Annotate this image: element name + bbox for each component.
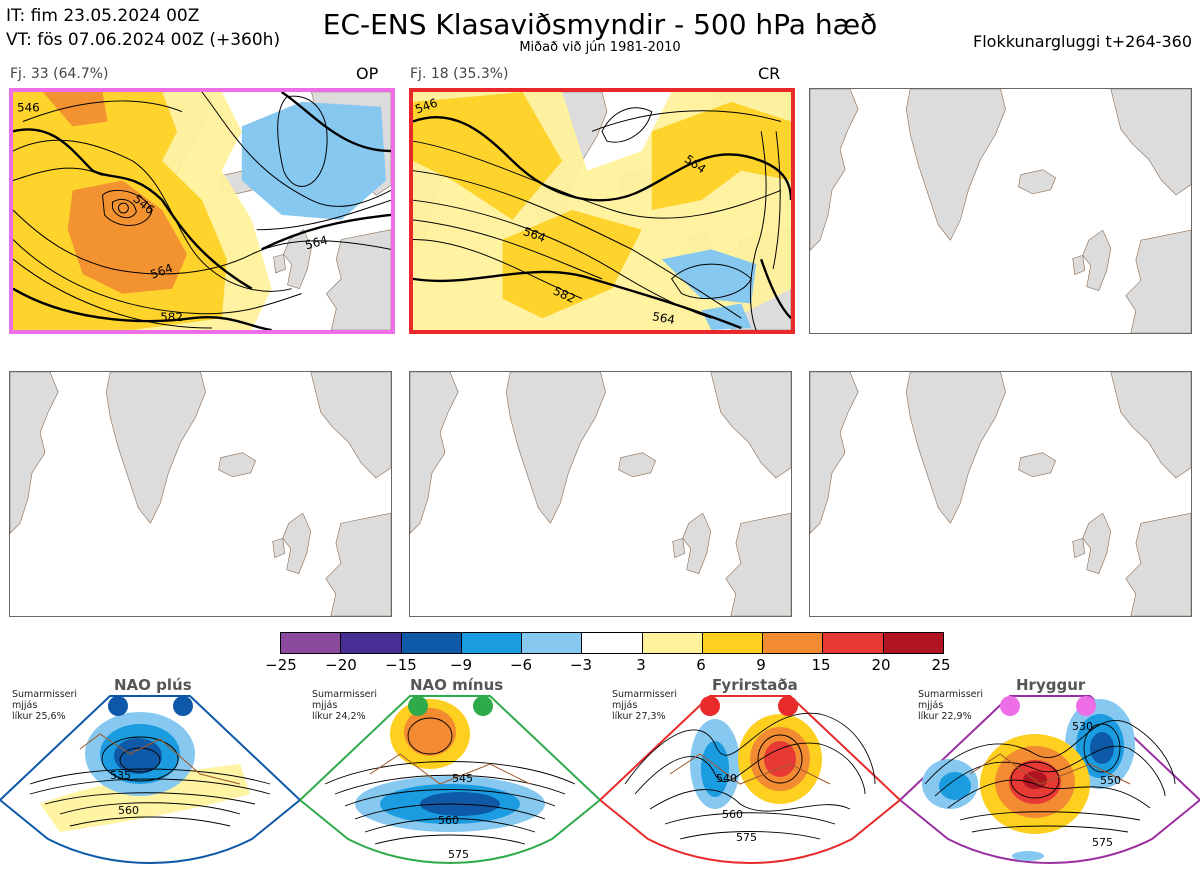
- colorbar: [280, 632, 944, 654]
- regime-marker-dot: [700, 696, 720, 716]
- regime-marker-dot: [173, 696, 193, 716]
- colorbar-segment: [461, 633, 523, 653]
- cluster-panel-6: [809, 371, 1192, 617]
- contour-label: 564: [651, 309, 676, 327]
- contour-label: 564: [304, 233, 330, 252]
- regime-info: Sumarmisseri mjjás líkur 24,2%: [312, 689, 378, 722]
- cluster-panel-3: [809, 88, 1192, 334]
- regime-nao-minus: 545 560 575 NAO mínus Sumarmisseri mjjás…: [298, 674, 602, 871]
- regime-marker-dot: [778, 696, 798, 716]
- colorbar-segment: [522, 633, 583, 653]
- regime-title: NAO plús: [114, 676, 192, 694]
- chart-subtitle: Miðað við jún 1981-2010: [519, 40, 681, 55]
- regime-contour-label: 530: [1072, 720, 1093, 733]
- regime-marker-dot: [473, 696, 493, 716]
- regime-marker-dot: [408, 696, 428, 716]
- colorbar-tick-label: −25: [265, 656, 297, 674]
- regime-info: Sumarmisseri mjjás líkur 25,6%: [12, 689, 78, 722]
- colorbar-tick-label: 3: [636, 656, 646, 674]
- regime-blocking: 540 560 575 Fyrirstaða Sumarmisseri mjjá…: [598, 674, 902, 871]
- colorbar-segment: [582, 633, 643, 653]
- cluster-tag-2: CR: [758, 64, 781, 83]
- valid-time: VT: fös 07.06.2024 00Z (+360h): [6, 30, 281, 50]
- colorbar-tick-label: 25: [931, 656, 951, 674]
- header-dates: IT: fim 23.05.2024 00Z VT: fös 07.06.202…: [6, 4, 280, 52]
- colorbar-segment: [281, 633, 342, 653]
- regime-contour-label: 560: [438, 814, 459, 827]
- contour-label: 546: [17, 101, 40, 115]
- regime-marker-dot: [1000, 696, 1020, 716]
- regime-title: Fyrirstaða: [712, 676, 798, 694]
- cluster-label-1: Fj. 33 (64.7%): [10, 66, 109, 82]
- regime-contour-label: 535: [110, 769, 131, 782]
- colorbar-segment: [883, 633, 943, 653]
- colorbar-tick-label: 20: [871, 656, 891, 674]
- colorbar-tick-label: 9: [756, 656, 766, 674]
- regime-nao-plus: 535 560 NAO plús Sumarmisseri mjjás líku…: [0, 674, 302, 871]
- regime-marker-dot: [108, 696, 128, 716]
- colorbar-tick-label: −3: [569, 656, 593, 674]
- colorbar-segment: [823, 633, 884, 653]
- colorbar-segment: [702, 633, 764, 653]
- cluster-tag-1: OP: [356, 64, 379, 83]
- colorbar-tick-label: −15: [385, 656, 417, 674]
- regime-info: Sumarmisseri mjjás líkur 22,9%: [918, 689, 984, 722]
- regime-contour-label: 575: [736, 831, 757, 844]
- colorbar-segment: [341, 633, 402, 653]
- window-label: Flokkunargluggi t+264-360: [973, 32, 1192, 51]
- regime-contour-label: 575: [1092, 836, 1113, 849]
- regime-info: Sumarmisseri mjjás líkur 27,3%: [612, 689, 678, 722]
- regime-title: NAO mínus: [410, 676, 504, 694]
- cluster-panel-1: 546 546 564 564 582: [9, 88, 395, 334]
- regime-contour-label: 575: [448, 848, 469, 861]
- regime-marker-dot: [1076, 696, 1096, 716]
- colorbar-segment: [401, 633, 462, 653]
- regime-contour-label: 540: [716, 772, 737, 785]
- regime-ridge: 530 550 575 Hryggur Sumarmisseri mjjás l…: [898, 674, 1200, 871]
- colorbar-tick-label: −6: [509, 656, 533, 674]
- regime-contour-label: 545: [452, 772, 473, 785]
- chart-title: EC-ENS Klasaviðsmyndir - 500 hPa hæð: [322, 8, 878, 41]
- regime-contour-label: 560: [118, 804, 139, 817]
- colorbar-segment: [763, 633, 824, 653]
- colorbar-tick-label: −9: [449, 656, 473, 674]
- cluster-panel-2: 546 564 564 582 564: [409, 88, 795, 334]
- cluster-panel-5: [409, 371, 792, 617]
- contour-label: 582: [160, 310, 183, 324]
- cluster-label-2: Fj. 18 (35.3%): [410, 66, 509, 82]
- cluster-panel-4: [9, 371, 392, 617]
- colorbar-tick-label: 6: [696, 656, 706, 674]
- colorbar-segment: [642, 633, 703, 653]
- colorbar-tick-label: 15: [811, 656, 831, 674]
- colorbar-tick-label: −20: [325, 656, 357, 674]
- init-time: IT: fim 23.05.2024 00Z: [6, 6, 200, 26]
- regime-contour-label: 550: [1100, 774, 1121, 787]
- regime-title: Hryggur: [1016, 676, 1086, 694]
- regime-contour-label: 560: [722, 808, 743, 821]
